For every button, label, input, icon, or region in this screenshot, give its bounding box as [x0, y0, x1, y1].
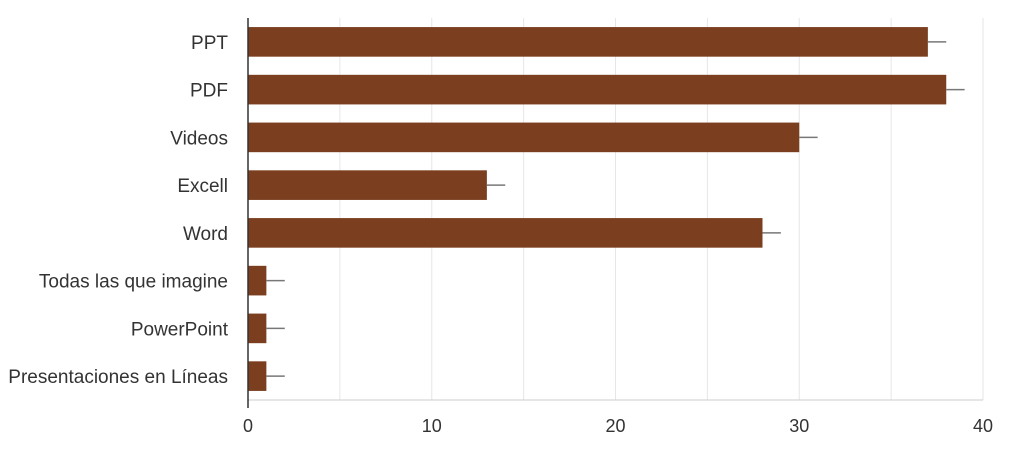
x-tick-label: 40: [973, 416, 993, 436]
category-label: Todas las que imagine: [39, 272, 228, 293]
category-label: Excell: [177, 176, 228, 197]
bar-word: [248, 218, 763, 248]
error-bars: [266, 41, 965, 377]
x-tick-label: 20: [605, 416, 625, 436]
category-label: PPT: [191, 33, 228, 54]
category-label: Word: [183, 224, 228, 245]
bar-todas-las-que-imagine: [248, 265, 267, 296]
x-tick-label: 0: [243, 416, 253, 436]
axes: [247, 18, 983, 408]
bars: [248, 27, 947, 391]
x-tick-labels: 0 10 20 30 40: [243, 416, 993, 436]
bar-powerpoint: [248, 313, 267, 344]
category-label: Presentaciones en Líneas: [8, 367, 228, 388]
x-tick-label: 30: [789, 416, 809, 436]
category-label: Videos: [170, 128, 228, 149]
bar-pdf: [248, 74, 947, 105]
bar-presentaciones-en-l-neas: [248, 361, 267, 391]
bar-ppt: [248, 27, 928, 57]
bar-videos: [248, 122, 800, 153]
category-labels: PPT PDF Videos Excell Word Todas las que imag…: [8, 33, 228, 388]
x-tick-label: 10: [422, 416, 442, 436]
category-label: PowerPoint: [131, 319, 229, 340]
category-label: PDF: [190, 81, 228, 102]
bar-excell: [248, 170, 487, 200]
